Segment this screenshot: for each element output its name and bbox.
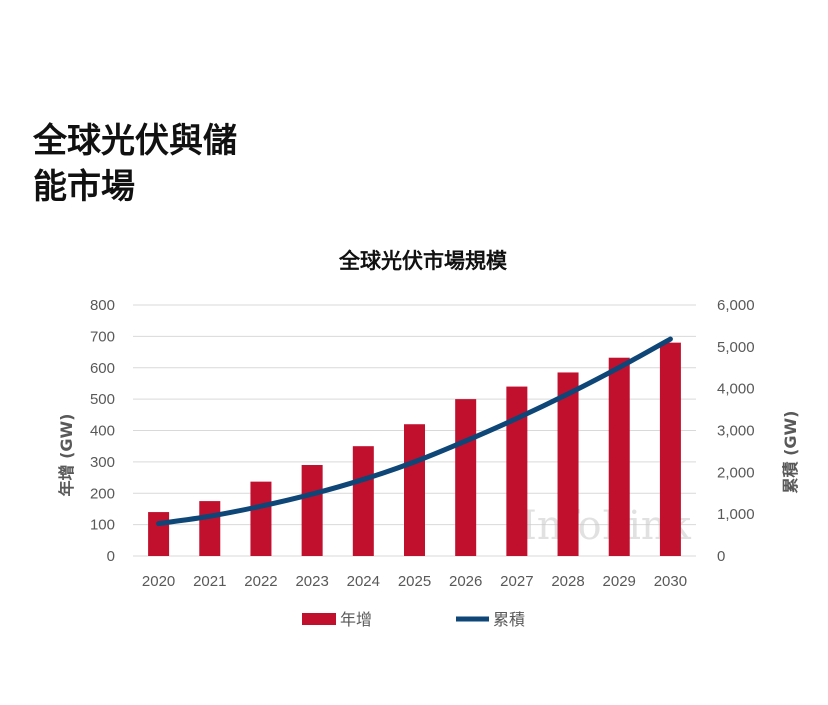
bar <box>148 512 170 556</box>
x-tick-label: 2025 <box>398 573 431 590</box>
y-axis-right-title: 累積 (GW) <box>781 411 800 494</box>
bar <box>506 386 528 556</box>
y-left-tick-label: 400 <box>90 423 115 440</box>
legend: 年增 累積 <box>302 610 525 629</box>
y-left-tick-label: 200 <box>90 485 115 502</box>
bar <box>557 372 579 556</box>
chart-title: 全球光伏市場規模 <box>338 249 508 273</box>
line-series <box>156 336 673 527</box>
x-tick-label: 2030 <box>654 573 687 590</box>
y-axis-left: 0 100 200 300 400 500 600 700 800 <box>90 297 115 565</box>
y-left-tick-label: 100 <box>90 517 115 534</box>
page-title: 全球光伏與儲 能市場 <box>33 118 237 210</box>
y-right-tick-label: 1,000 <box>717 506 755 523</box>
y-right-tick-label: 3,000 <box>717 423 755 440</box>
y-right-tick-label: 2,000 <box>717 464 755 481</box>
x-tick-label: 2020 <box>142 573 175 590</box>
legend-label-line: 累積 <box>493 610 525 629</box>
x-tick-label: 2021 <box>193 573 226 590</box>
y-right-tick-label: 6,000 <box>717 297 755 314</box>
bar <box>199 501 221 556</box>
bar <box>455 399 477 556</box>
x-tick-label: 2028 <box>551 573 584 590</box>
x-tick-label: 2024 <box>347 573 380 590</box>
y-right-tick-label: 5,000 <box>717 339 755 356</box>
x-tick-label: 2029 <box>603 573 636 590</box>
x-tick-label: 2022 <box>244 573 277 590</box>
x-axis: 2020 2021 2022 2023 2024 2025 2026 2027 2028 2029… <box>142 573 687 590</box>
y-left-tick-label: 300 <box>90 454 115 471</box>
bar <box>659 342 681 556</box>
x-tick-label: 2026 <box>449 573 482 590</box>
bar <box>250 481 272 556</box>
y-left-tick-label: 600 <box>90 360 115 377</box>
bar <box>404 424 425 556</box>
y-left-tick-label: 800 <box>90 297 115 314</box>
bar <box>301 465 323 556</box>
y-right-tick-label: 0 <box>717 548 725 565</box>
page-title-line2: 能市場 <box>33 167 135 207</box>
y-left-tick-label: 500 <box>90 391 115 408</box>
legend-label-bar: 年增 <box>340 610 372 629</box>
y-right-tick-label: 4,000 <box>717 381 755 398</box>
y-axis-right: 0 1,000 2,000 3,000 4,000 5,000 6,000 <box>717 297 755 565</box>
page-title-line1: 全球光伏與儲 <box>33 121 237 161</box>
bar <box>352 446 374 556</box>
legend-bar-swatch <box>302 613 336 625</box>
x-tick-label: 2023 <box>295 573 328 590</box>
y-axis-left-title: 年增 (GW) <box>57 414 76 497</box>
y-left-tick-label: 700 <box>90 328 115 345</box>
bar <box>608 357 630 556</box>
y-left-tick-label: 0 <box>107 548 115 565</box>
x-tick-label: 2027 <box>500 573 533 590</box>
